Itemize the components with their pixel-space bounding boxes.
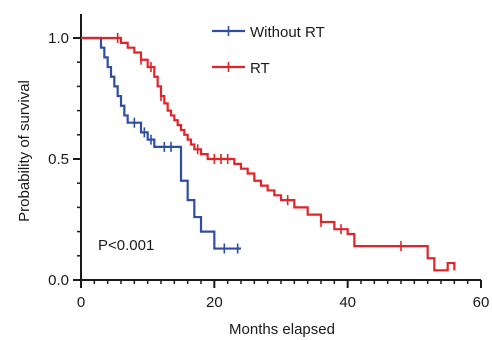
legend: Without RT RT (212, 24, 325, 77)
x-tick-label: 0 (77, 294, 85, 311)
p-value-annotation: P<0.001 (98, 237, 154, 254)
x-tick-label: 60 (473, 294, 490, 311)
series-rt (81, 33, 456, 272)
survival-curve (81, 36, 456, 272)
legend-item: Without RT (212, 24, 325, 41)
series-without-rt (81, 36, 241, 254)
y-tick-label: 0.5 (48, 151, 69, 168)
ticks: 0.0 0.5 1.0 0 20 40 60 (48, 30, 489, 311)
legend-label: RT (250, 60, 270, 77)
y-tick-label: 1.0 (48, 30, 69, 47)
survival-curve (81, 36, 241, 250)
x-tick-label: 40 (339, 294, 356, 311)
legend-item: RT (212, 60, 270, 77)
y-axis-title: Probability of survival (16, 80, 33, 222)
x-tick-label: 20 (206, 294, 223, 311)
series-layer (81, 33, 456, 272)
y-tick-label: 0.0 (48, 272, 69, 289)
legend-label: Without RT (250, 24, 325, 41)
x-axis-title: Months elapsed (229, 321, 335, 338)
